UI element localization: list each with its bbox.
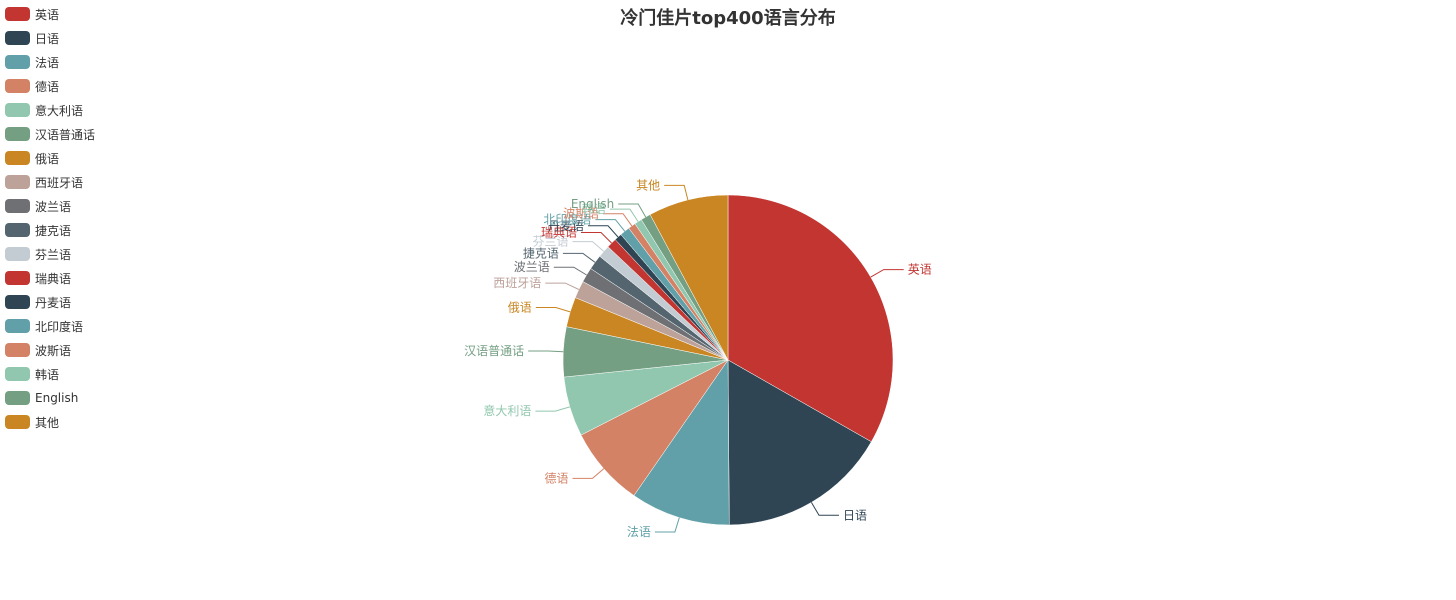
legend-swatch (5, 343, 30, 357)
legend-swatch (5, 367, 30, 381)
legend-label: 芬兰语 (35, 247, 72, 262)
slice-label: 北印度语 (543, 212, 591, 227)
legend-swatch (5, 391, 30, 405)
label-line (618, 203, 647, 218)
legend-item[interactable]: 波斯语 (5, 338, 95, 362)
slice-label: 瑞典语 (541, 226, 577, 240)
legend-item[interactable]: 瑞典语 (5, 266, 95, 290)
legend-label: 意大利语 (35, 103, 84, 118)
slice-label: 波斯语 (563, 207, 599, 221)
legend-swatch (5, 223, 30, 237)
label-line (654, 517, 680, 533)
legend-item[interactable]: English (5, 386, 95, 410)
slice-label: English (571, 197, 614, 211)
slice-label: 德语 (544, 470, 568, 485)
legend-swatch (5, 7, 30, 21)
legend-label: 其他 (35, 415, 60, 430)
legend-label: 德语 (35, 79, 60, 94)
label-line (572, 468, 605, 479)
legend-swatch (5, 271, 30, 285)
label-line (572, 241, 605, 252)
pie-slice[interactable] (727, 194, 894, 443)
legend-swatch (5, 415, 30, 429)
label-line (562, 252, 596, 263)
label-line (535, 406, 570, 412)
legend-item[interactable]: 西班牙语 (5, 170, 95, 194)
legend-label: 法语 (35, 55, 60, 70)
slice-label: 其他 (636, 178, 660, 192)
legend-item[interactable]: 德语 (5, 74, 95, 98)
legend-label: English (35, 391, 79, 405)
legend-label: 北印度语 (35, 319, 84, 334)
label-line (609, 208, 639, 222)
legend-swatch (5, 127, 30, 141)
label-line (528, 350, 564, 353)
legend-item[interactable]: 其他 (5, 410, 95, 434)
slice-label: 意大利语 (483, 403, 531, 418)
label-line (664, 184, 689, 201)
legend-swatch (5, 295, 30, 309)
label-line (553, 266, 587, 276)
slice-label: 芬兰语 (532, 235, 568, 249)
legend-swatch (5, 151, 30, 165)
legend-label: 丹麦语 (35, 295, 72, 310)
legend-item[interactable]: 捷克语 (5, 218, 95, 242)
slice-label: 汉语普通话 (464, 344, 524, 358)
slice-label: 韩语 (582, 201, 606, 216)
legend-item[interactable]: 日语 (5, 26, 95, 50)
pie-slices (562, 194, 894, 526)
slice-label: 波兰语 (514, 260, 550, 274)
legend-item[interactable]: 波兰语 (5, 194, 95, 218)
pie-slice[interactable] (727, 359, 872, 526)
legend-label: 英语 (35, 7, 60, 22)
slice-label: 丹麦语 (548, 219, 584, 233)
legend-item[interactable]: 丹麦语 (5, 290, 95, 314)
legend-swatch (5, 319, 30, 333)
legend-swatch (5, 31, 30, 45)
legend-item[interactable]: 芬兰语 (5, 242, 95, 266)
legend-item[interactable]: 俄语 (5, 146, 95, 170)
legend-swatch (5, 79, 30, 93)
legend-label: 瑞典语 (35, 271, 72, 286)
label-line (535, 307, 571, 313)
label-line (545, 282, 580, 290)
legend-swatch (5, 175, 30, 189)
legend-label: 韩语 (35, 367, 60, 382)
legend-label: 俄语 (35, 151, 60, 166)
pie-slice[interactable] (633, 359, 730, 526)
legend-label: 波兰语 (35, 199, 72, 214)
slice-label: 俄语 (508, 301, 532, 315)
slice-label: 法语 (627, 525, 651, 539)
legend-label: 汉语普通话 (35, 127, 96, 142)
label-line (588, 225, 619, 238)
legend-swatch (5, 247, 30, 261)
chart-legend: 英语日语法语德语意大利语汉语普通话俄语西班牙语波兰语捷克语芬兰语瑞典语丹麦语北印… (5, 2, 95, 434)
label-line (581, 232, 612, 244)
legend-item[interactable]: 韩语 (5, 362, 95, 386)
legend-label: 捷克语 (35, 223, 72, 238)
legend-item[interactable]: 法语 (5, 50, 95, 74)
legend-label: 西班牙语 (35, 175, 84, 190)
label-line (810, 502, 839, 516)
legend-item[interactable]: 英语 (5, 2, 95, 26)
slice-label: 捷克语 (523, 246, 559, 260)
legend-swatch (5, 55, 30, 69)
legend-item[interactable]: 意大利语 (5, 98, 95, 122)
legend-label: 波斯语 (35, 343, 72, 358)
label-line (603, 213, 633, 227)
slice-label: 英语 (908, 263, 932, 277)
legend-swatch (5, 103, 30, 117)
legend-item[interactable]: 汉语普通话 (5, 122, 95, 146)
slice-label: 西班牙语 (493, 276, 541, 290)
legend-swatch (5, 199, 30, 213)
slice-label: 日语 (843, 508, 867, 522)
chart-title: 冷门佳片top400语言分布 (620, 8, 836, 29)
label-line (595, 219, 626, 232)
legend-item[interactable]: 北印度语 (5, 314, 95, 338)
legend-label: 日语 (35, 31, 60, 46)
label-line (870, 269, 904, 278)
